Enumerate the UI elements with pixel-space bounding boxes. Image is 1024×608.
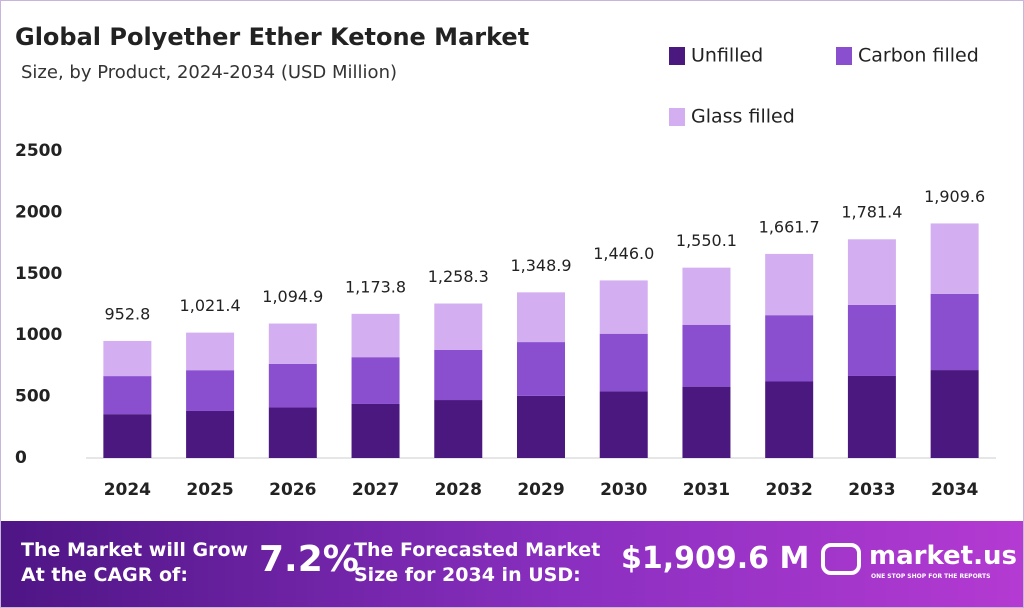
legend-swatch (669, 108, 685, 126)
legend-swatch (836, 47, 852, 65)
y-tick-label: 2000 (15, 202, 62, 222)
bar-segment (351, 313, 400, 358)
bar-segment (434, 303, 483, 350)
cagr-line: At the CAGR of: (21, 564, 188, 586)
y-tick-label: 500 (15, 387, 51, 407)
total-label: 1,781.4 (841, 203, 902, 222)
x-tick-label: 2034 (931, 480, 978, 500)
bar-segment (517, 292, 565, 343)
bar-segment (186, 410, 235, 458)
chart-subtitle: Size, by Product, 2024-2034 (USD Million… (21, 62, 397, 83)
footer-banner: The Market will Grow At the CAGR of: 7.2%… (1, 521, 1023, 607)
y-tick-label: 2500 (15, 141, 62, 161)
x-tick-label: 2033 (848, 480, 895, 500)
bar-segment (599, 391, 648, 458)
chart-title: Global Polyether Ether Ketone Market (15, 23, 529, 51)
bar-segment (103, 376, 152, 415)
x-tick-label: 2031 (683, 480, 730, 500)
bar-segment (268, 407, 317, 458)
bar-segment (847, 239, 896, 305)
total-label: 1,173.8 (345, 277, 406, 296)
tagline: ONE STOP SHOP FOR THE REPORTS (871, 573, 991, 580)
x-tick-label: 2024 (104, 480, 151, 500)
total-label: 1,348.9 (510, 256, 571, 275)
bar-segment (847, 304, 896, 376)
brand: market.us (869, 541, 1017, 571)
x-tick-label: 2032 (766, 480, 813, 500)
forecast-line: The Forecasted Market (354, 539, 601, 561)
y-tick-label: 0 (15, 448, 27, 468)
cagr-text: The Market will Grow At the CAGR of: (21, 538, 248, 588)
total-label: 1,661.7 (759, 217, 820, 236)
bar-segment (186, 370, 235, 411)
x-tick-label: 2027 (352, 480, 399, 500)
total-label: 1,909.6 (924, 187, 985, 206)
bar-segment (517, 342, 565, 396)
bar-segment (682, 324, 731, 387)
total-label: 1,258.3 (428, 267, 489, 286)
bar-segment (930, 293, 979, 371)
x-tick-label: 2026 (269, 480, 316, 500)
total-label: 1,094.9 (262, 287, 323, 306)
bar-segment (682, 267, 731, 325)
bar-segment (351, 403, 400, 458)
y-tick-label: 1000 (15, 325, 62, 345)
bar-segment (930, 223, 979, 294)
bar-segment (847, 375, 896, 458)
total-label: 1,021.4 (180, 296, 241, 315)
total-label: 952.8 (104, 304, 150, 323)
bar-segment (434, 400, 483, 458)
forecast-line: Size for 2034 in USD: (354, 564, 581, 586)
forecast-value: $1,909.6 M (621, 541, 810, 576)
bar-segment (268, 323, 317, 364)
x-tick-label: 2025 (186, 480, 233, 500)
total-label: 1,446.0 (593, 244, 654, 263)
bar-segment (599, 333, 648, 392)
cagr-line: The Market will Grow (21, 539, 249, 561)
total-label: 1,550.1 (676, 231, 737, 250)
legend-label: Carbon filled (858, 45, 979, 67)
bar-segment (682, 386, 731, 458)
bar-segment (517, 395, 565, 458)
cagr-value: 7.2% (259, 539, 359, 580)
x-tick-label: 2029 (517, 480, 564, 500)
forecast-text: The Forecasted Market Size for 2034 in US… (354, 538, 600, 588)
bar-segment (103, 414, 152, 458)
bar-segment (268, 363, 317, 408)
chart: Global Polyether Ether Ketone Market Siz… (15, 23, 996, 500)
legend-label: Unfilled (691, 45, 763, 67)
bar-segment (765, 315, 814, 382)
bar-segment (599, 280, 648, 334)
bar-segment (351, 357, 400, 404)
bar-segment (765, 253, 814, 316)
bar-segment (765, 381, 814, 458)
legend-swatch (669, 47, 685, 65)
brand-logo (821, 543, 861, 575)
bar-segment (930, 370, 979, 458)
bar-segment (186, 332, 235, 371)
bar-segment (103, 340, 152, 377)
y-tick-label: 1500 (15, 264, 62, 284)
x-tick-label: 2028 (435, 480, 482, 500)
legend-label: Glass filled (691, 106, 795, 128)
bar-segment (434, 349, 483, 401)
x-tick-label: 2030 (600, 480, 647, 500)
